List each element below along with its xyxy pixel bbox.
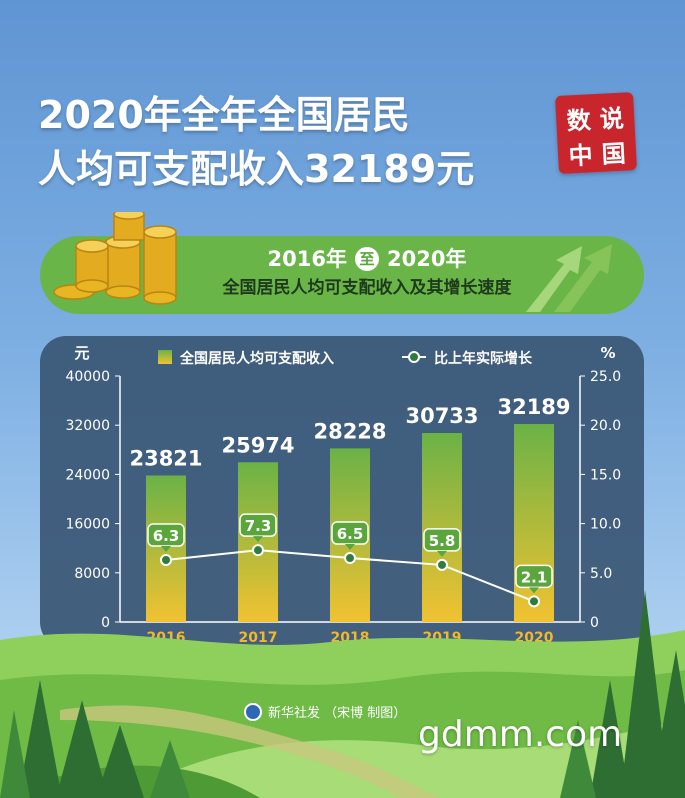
title-line-2: 人均可支配收入32189元	[38, 147, 475, 191]
income-chart: 0 8000 16000 24000 32000 40000 0 5.0 10.0 15.0 20.…	[65, 344, 621, 646]
left-axis-unit: 元	[74, 344, 89, 362]
legend: 全国居民人均可支配收入 比上年实际增长	[158, 350, 533, 367]
right-tick-label: 0	[590, 615, 599, 631]
bar-value-label: 30733	[405, 404, 478, 428]
seal-char: 国	[600, 139, 627, 169]
right-tick-label: 5.0	[590, 566, 612, 582]
growth-point	[252, 544, 264, 557]
watermark: gdmm.com	[418, 714, 623, 755]
growth-label-box	[239, 513, 277, 537]
growth-label: 6.3	[147, 523, 185, 553]
banner-subtitle: 全国居民人均可支配收入及其增长速度	[222, 278, 512, 298]
growth-label-pointer	[253, 536, 263, 543]
bar-value-label: 32189	[497, 395, 570, 419]
growth-label-pointer	[345, 544, 355, 551]
growth-value-label: 5.8	[429, 532, 456, 550]
growth-point	[528, 595, 540, 608]
growth-point	[436, 558, 448, 571]
right-tick-label: 15.0	[590, 467, 621, 483]
category-label: 2017	[239, 630, 278, 646]
legend-bar-swatch	[158, 350, 172, 364]
chart-panel: 0 8000 16000 24000 32000 40000 0 5.0 10.0 15.0 20.…	[40, 336, 644, 648]
seal-char: 中	[567, 141, 594, 171]
legend-line-label: 比上年实际增长	[434, 350, 533, 367]
right-axis-unit: %	[600, 344, 615, 362]
credit: 新华社发 （宋博 制图）	[244, 702, 406, 721]
subtitle-banner: 2016年至 2020年 全国居民人均可支配收入及其增长速度	[40, 236, 644, 314]
growth-point	[344, 552, 356, 565]
growth-label: 6.5	[331, 521, 369, 551]
bar-value-label: 25974	[221, 433, 294, 457]
seal-char: 数	[566, 106, 592, 136]
banner-years: 2016年至 2020年	[170, 244, 564, 274]
growth-label: 7.3	[239, 513, 277, 543]
connector-badge: 至	[355, 247, 379, 271]
bar-2019	[422, 432, 462, 622]
left-tick-label: 24000	[65, 467, 110, 483]
growth-label-pointer	[529, 587, 539, 594]
left-tick-label: 8000	[74, 566, 110, 582]
growth-label-box	[331, 521, 369, 545]
bar-value-label: 23821	[129, 447, 202, 471]
year-start: 2016年	[267, 247, 347, 271]
right-tick-label: 25.0	[590, 369, 621, 385]
right-tick-label: 20.0	[590, 418, 621, 434]
left-tick-label: 16000	[65, 517, 110, 533]
growth-label-box	[423, 528, 461, 552]
growth-label-pointer	[437, 550, 447, 557]
growth-value-label: 6.5	[337, 525, 364, 543]
growth-label-pointer	[161, 546, 171, 553]
seal-logo: 数 说 中 国	[555, 92, 637, 174]
growth-label: 2.1	[515, 564, 553, 594]
left-tick-label: 40000	[65, 369, 110, 385]
credit-text: 新华社发 （宋博 制图）	[268, 706, 407, 721]
growth-label: 5.8	[423, 528, 461, 557]
growth-value-label: 2.1	[521, 568, 548, 586]
left-tick-label: 32000	[65, 418, 110, 434]
growth-value-label: 6.3	[153, 527, 180, 545]
year-end: 2020年	[387, 247, 467, 271]
landscape-illustration	[0, 590, 685, 798]
growth-point	[160, 554, 172, 567]
title-line-1: 2020年全年全国居民	[38, 93, 410, 137]
growth-value-label: 7.3	[245, 517, 272, 535]
seal-char: 说	[599, 104, 625, 134]
legend-bar-label: 全国居民人均可支配收入	[179, 350, 334, 367]
coins-icon	[53, 212, 177, 305]
xinhua-logo-icon	[244, 702, 262, 721]
legend-line-marker	[408, 351, 420, 363]
bar-value-label: 28228	[313, 419, 386, 443]
right-tick-label: 10.0	[590, 517, 621, 533]
left-tick-label: 0	[101, 615, 110, 631]
page-title: 2020年全年全国居民 人均可支配收入32189元	[38, 88, 474, 196]
growth-arrows-icon	[526, 244, 612, 312]
